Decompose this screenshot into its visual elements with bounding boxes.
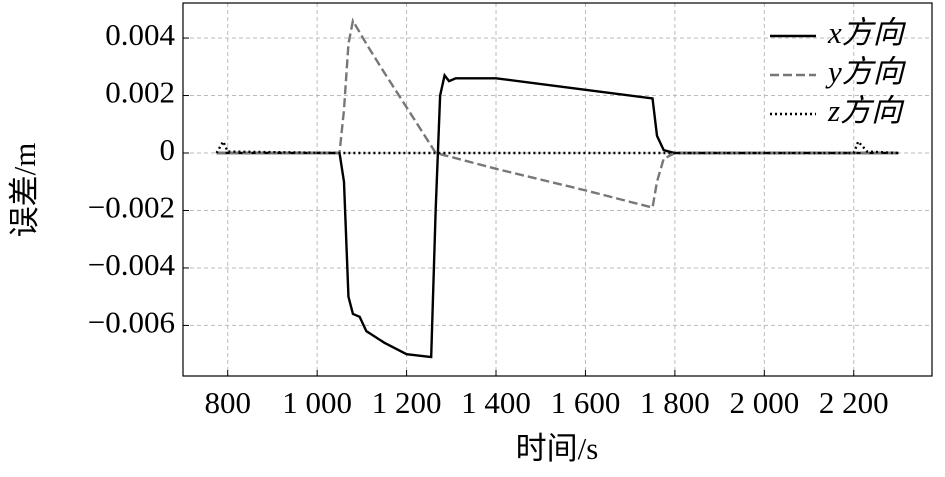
x-tick-label: 1 200 [372, 385, 442, 420]
y-tick-label: 0.004 [105, 17, 175, 52]
legend-label: y方向 [825, 54, 907, 89]
x-tick-label: 1 400 [461, 385, 531, 420]
y-tick-label: 0 [160, 132, 176, 167]
legend-label: z方向 [827, 93, 905, 128]
y-tick-label: −0.002 [88, 190, 175, 225]
y-tick-label: −0.004 [88, 247, 176, 282]
x-tick-label: 800 [204, 385, 251, 420]
x-tick-label: 1 800 [640, 385, 710, 420]
series-line [215, 138, 899, 155]
x-tick-label: 1 600 [551, 385, 621, 420]
x-tick-label: 2 000 [729, 385, 799, 420]
series-line [216, 72, 899, 359]
y-tick-label: 0.002 [105, 75, 175, 110]
plot-frame [182, 2, 933, 377]
x-tick-label: 2 200 [819, 385, 889, 420]
x-tick-label: 1 000 [282, 385, 352, 420]
x-axis-label: 时间/s [516, 431, 599, 466]
y-axis-label: 误差/m [7, 143, 42, 238]
y-tick-label: −0.006 [88, 305, 175, 340]
legend-label: x方向 [827, 15, 907, 50]
